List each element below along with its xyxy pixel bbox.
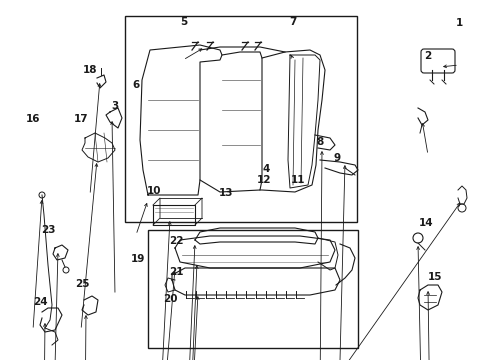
Text: 7: 7 <box>289 17 297 27</box>
Text: 14: 14 <box>418 218 433 228</box>
Text: 4: 4 <box>262 164 270 174</box>
Text: 3: 3 <box>111 101 118 111</box>
Text: 5: 5 <box>180 17 186 27</box>
Text: 8: 8 <box>316 137 323 147</box>
Text: 25: 25 <box>75 279 89 289</box>
Bar <box>125 16 356 222</box>
Text: 12: 12 <box>256 175 271 185</box>
Bar <box>148 230 357 348</box>
Text: 20: 20 <box>163 294 177 304</box>
Text: 11: 11 <box>290 175 305 185</box>
Text: 19: 19 <box>130 254 145 264</box>
Text: 18: 18 <box>83 65 98 75</box>
Text: 2: 2 <box>424 51 430 61</box>
Text: 16: 16 <box>26 114 41 124</box>
Text: 9: 9 <box>333 153 340 163</box>
Text: 21: 21 <box>168 267 183 277</box>
Text: 13: 13 <box>219 188 233 198</box>
Text: 24: 24 <box>33 297 47 307</box>
Text: 17: 17 <box>73 114 88 124</box>
Text: 6: 6 <box>132 80 139 90</box>
Text: 22: 22 <box>168 236 183 246</box>
Text: 15: 15 <box>427 272 442 282</box>
Text: 10: 10 <box>146 186 161 196</box>
Text: 1: 1 <box>455 18 462 28</box>
Text: 23: 23 <box>41 225 55 235</box>
